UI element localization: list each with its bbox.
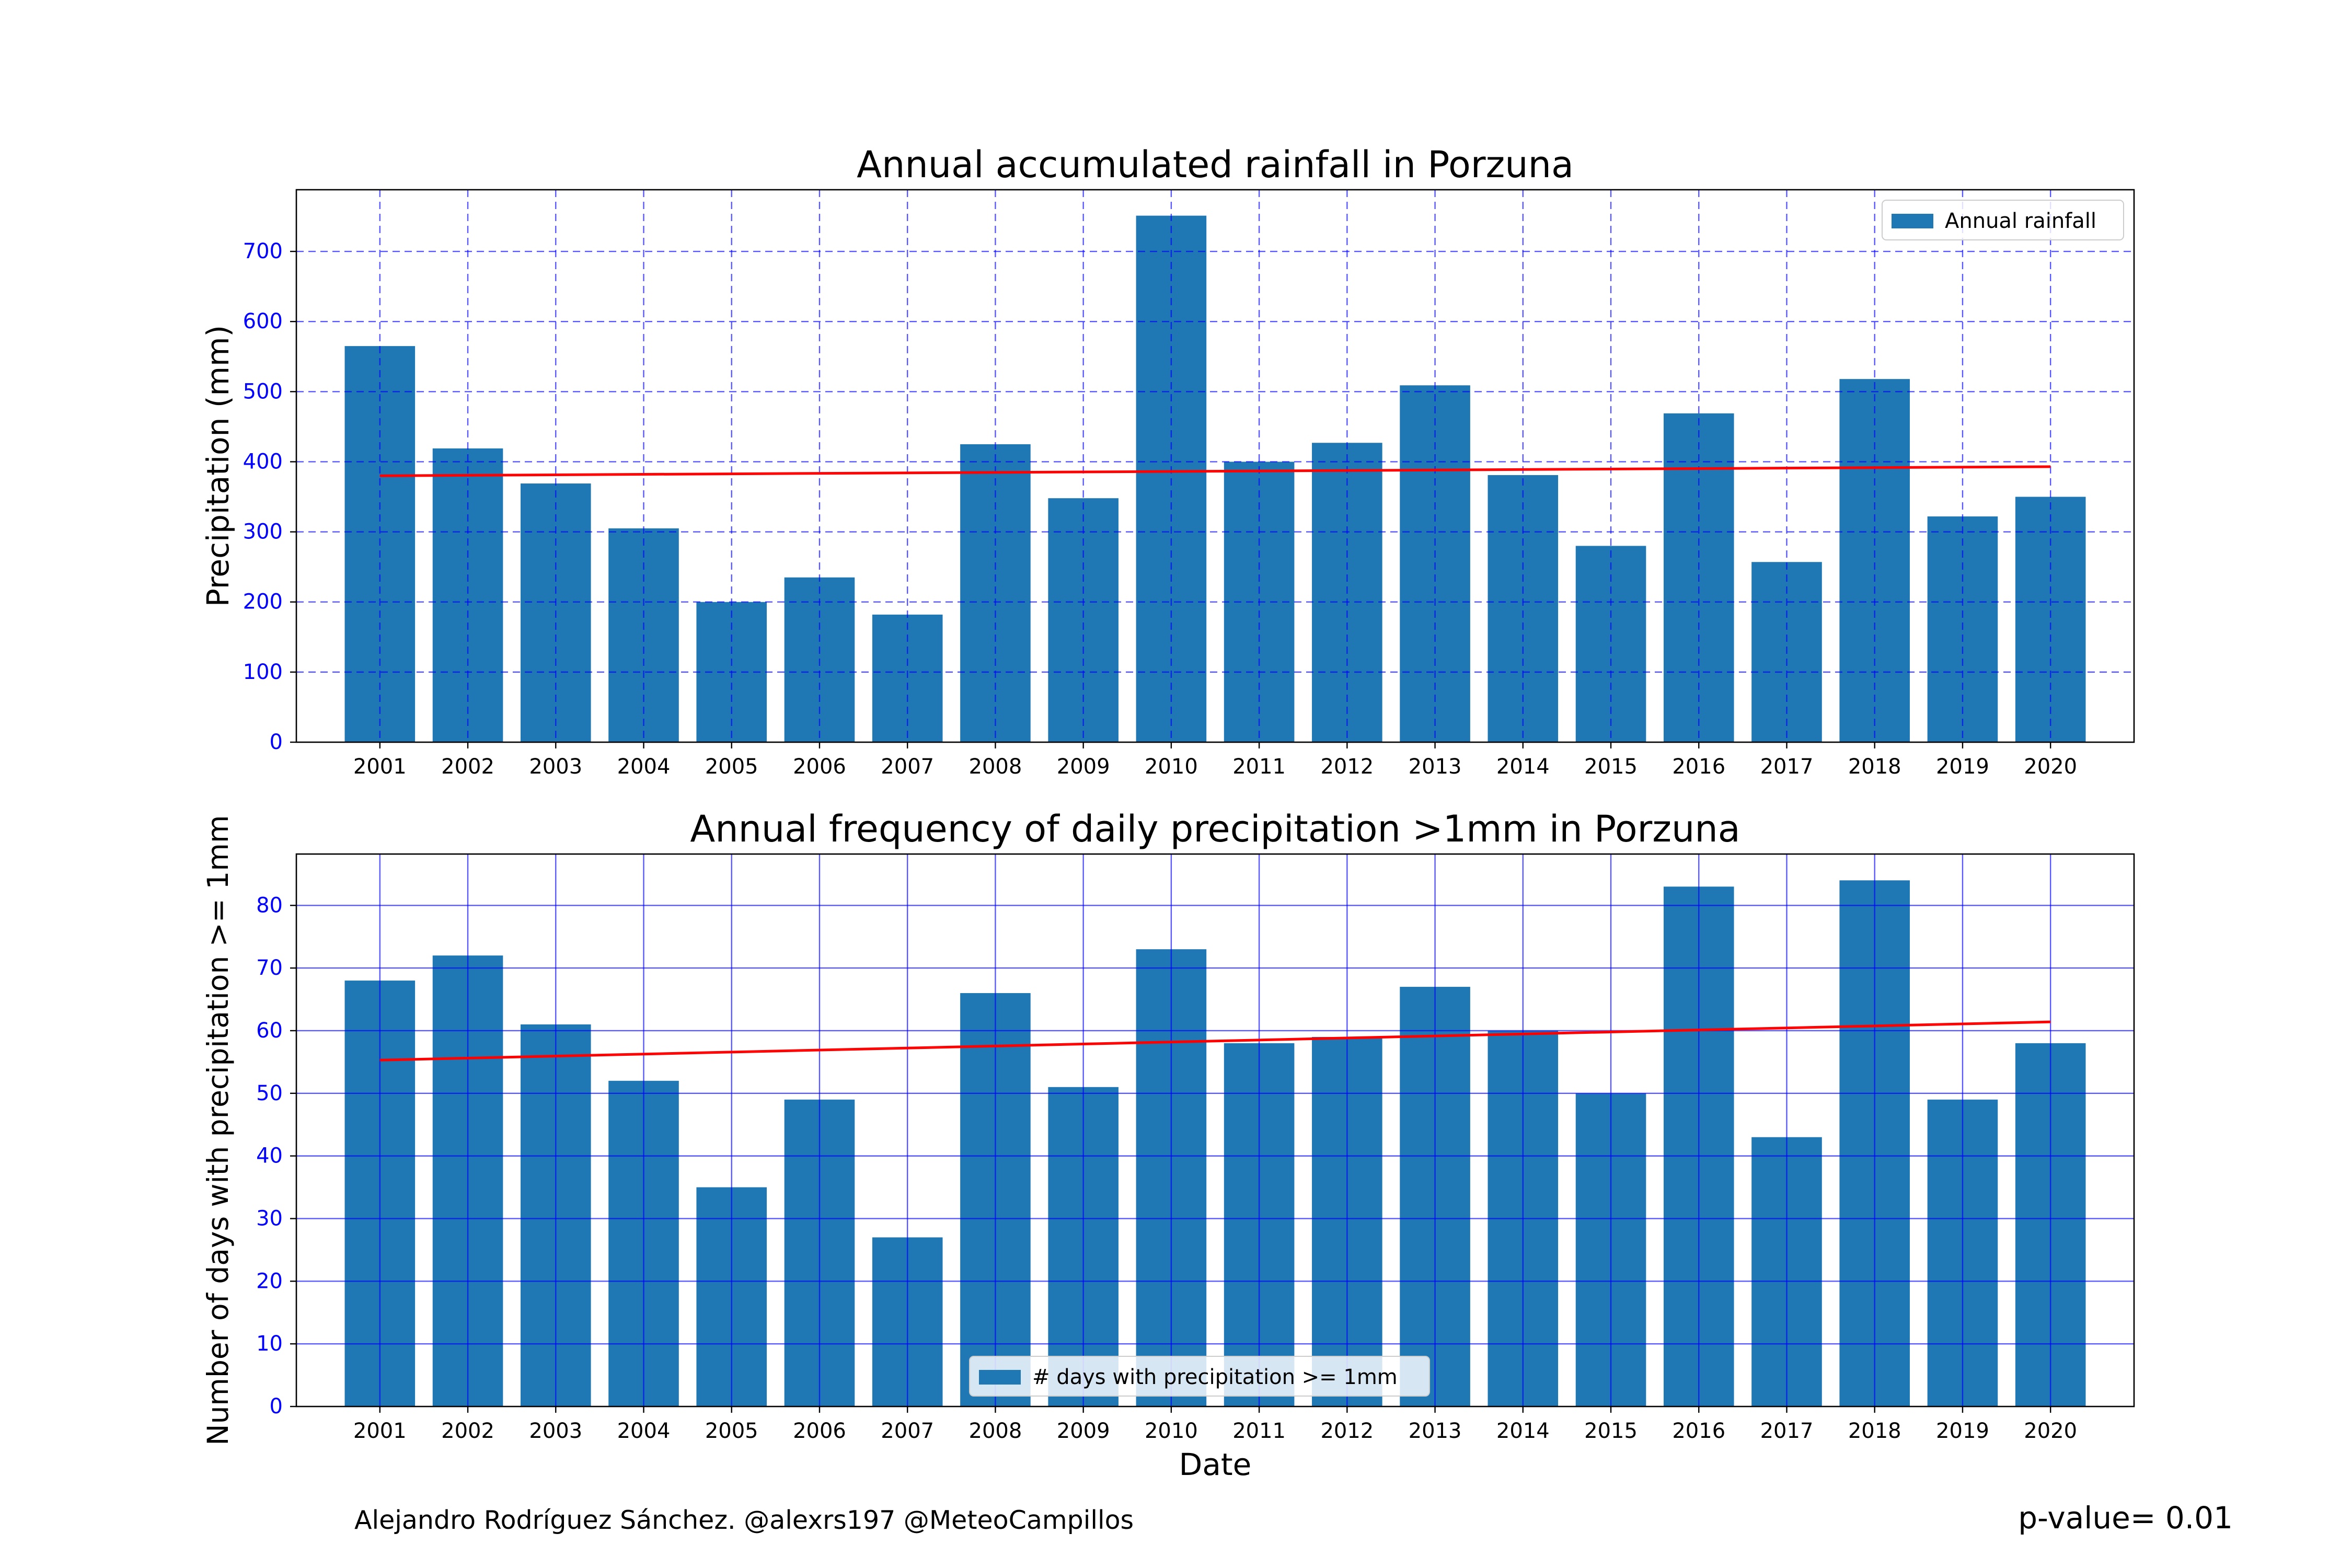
frequency-chart: 0 10 20 30 40 50 60 70 80 2001 2002 2003 2004 2005 200… (201, 808, 2135, 1482)
x-tick-label: 2007 (881, 1419, 934, 1443)
x-tick-label: 2008 (969, 1419, 1022, 1443)
x-tick-label: 2018 (1848, 755, 1901, 779)
x-tick-label: 2006 (793, 1419, 846, 1443)
y-tick-label: 700 (243, 239, 283, 263)
axes-frame (295, 189, 2135, 743)
x-tick-label: 2001 (353, 755, 407, 779)
x-tick-label: 2006 (793, 755, 846, 779)
x-tick-label: 2002 (441, 755, 494, 779)
author-credit: Alejandro Rodríguez Sánchez. @alexrs197 … (354, 1505, 1134, 1535)
y-tick-label: 0 (270, 730, 283, 754)
x-tick-label: 2015 (1584, 755, 1638, 779)
x-tick-label: 2009 (1057, 1419, 1110, 1443)
x-tick-label: 2020 (2024, 755, 2077, 779)
y-tick-label: 50 (256, 1081, 283, 1105)
legend-swatch (979, 1370, 1021, 1385)
x-tick-label: 2005 (705, 1419, 758, 1443)
x-tick-label: 2020 (2024, 1419, 2077, 1443)
y-tick-label: 200 (243, 590, 283, 614)
legend: # days with precipitation >= 1mm (969, 1356, 1430, 1397)
x-tick-label: 2019 (1936, 1419, 1989, 1443)
trend-line (379, 465, 2051, 477)
chart-title: Annual accumulated rainfall in Porzuna (857, 143, 1574, 186)
rainfall-chart: 0 100 200 300 400 500 600 700 2001 2002 2003 2004 20… (200, 143, 2135, 779)
legend-box (969, 1356, 1430, 1397)
x-tick-label: 2003 (529, 755, 582, 779)
x-tick-label: 2017 (1760, 1419, 1814, 1443)
x-tick-label: 2011 (1232, 755, 1286, 779)
legend-box (1882, 200, 2124, 240)
y-tick-label: 400 (243, 449, 283, 474)
y-tick-label: 300 (243, 520, 283, 544)
y-tick-label: 40 (256, 1144, 283, 1168)
legend-label: # days with precipitation >= 1mm (1032, 1365, 1398, 1389)
x-tick-label: 2010 (1145, 1419, 1198, 1443)
x-tick-label: 2013 (1409, 1419, 1462, 1443)
legend-swatch (1892, 214, 1933, 228)
y-tick-label: 20 (256, 1269, 283, 1293)
x-tick-label: 2014 (1496, 755, 1550, 779)
x-tick-label: 2010 (1145, 755, 1198, 779)
x-tick-label: 2011 (1232, 1419, 1286, 1443)
y-tick-label: 60 (256, 1019, 283, 1043)
axes-frame (295, 853, 2135, 1408)
y-axis-label: Precipitation (mm) (200, 325, 236, 607)
x-tick-label: 2005 (705, 755, 758, 779)
bar-2018 (1839, 379, 1910, 742)
x-tick-label: 2016 (1672, 755, 1725, 779)
trend-line (379, 1020, 2051, 1062)
x-tick-label: 2004 (617, 1419, 671, 1443)
x-tick-label: 2008 (969, 755, 1022, 779)
y-tick-label: 500 (243, 379, 283, 403)
legend-label: Annual rainfall (1945, 209, 2096, 233)
x-tick-label: 2016 (1672, 1419, 1725, 1443)
chart-title: Annual frequency of daily precipitation … (690, 808, 1740, 850)
x-tick-label: 2013 (1409, 755, 1462, 779)
y-axis-label: Number of days with precipitation >= 1mm (201, 815, 235, 1445)
x-tick-label: 2012 (1320, 755, 1374, 779)
y-tick-label: 70 (256, 956, 283, 980)
x-tick-label: 2007 (881, 755, 934, 779)
x-tick-label: 2012 (1320, 1419, 1374, 1443)
y-tick-label: 30 (256, 1206, 283, 1230)
x-axis-label: Date (1179, 1447, 1252, 1482)
x-tick-label: 2002 (441, 1419, 494, 1443)
y-tick-label: 100 (243, 660, 283, 684)
x-tick-label: 2004 (617, 755, 671, 779)
p-value-label: p-value= 0.01 (2018, 1500, 2233, 1536)
x-tick-label: 2014 (1496, 1419, 1550, 1443)
y-tick-label: 80 (256, 893, 283, 917)
x-tick-label: 2019 (1936, 755, 1989, 779)
x-tick-label: 2009 (1057, 755, 1110, 779)
legend: Annual rainfall (1882, 200, 2124, 240)
x-tick-label: 2001 (353, 1419, 407, 1443)
y-tick-label: 10 (256, 1332, 283, 1356)
y-tick-label: 600 (243, 309, 283, 333)
x-tick-label: 2018 (1848, 1419, 1901, 1443)
x-tick-label: 2017 (1760, 755, 1814, 779)
x-tick-label: 2015 (1584, 1419, 1638, 1443)
x-tick-label: 2003 (529, 1419, 582, 1443)
bar-2009 (1048, 498, 1119, 742)
y-tick-label: 0 (270, 1394, 283, 1419)
